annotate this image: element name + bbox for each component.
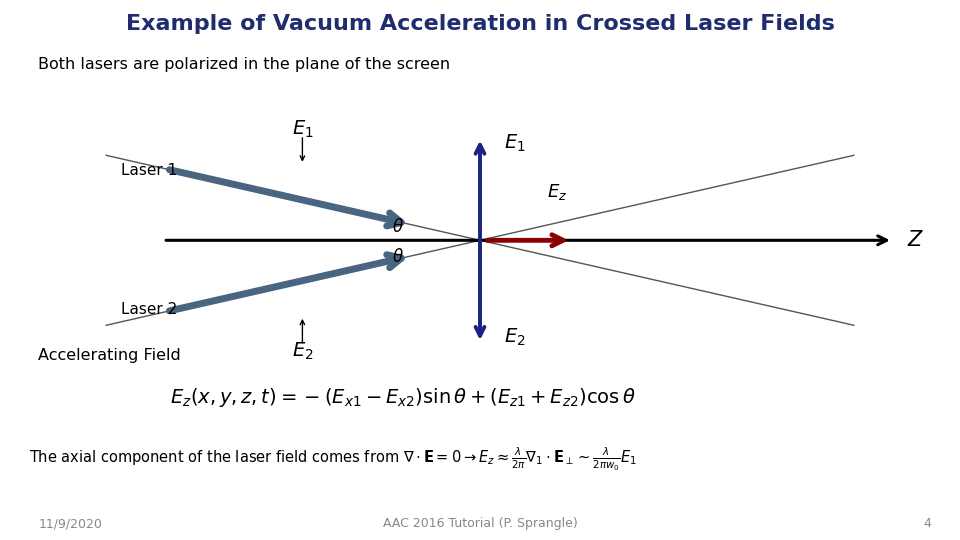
Text: 4: 4: [924, 517, 931, 530]
Text: Example of Vacuum Acceleration in Crossed Laser Fields: Example of Vacuum Acceleration in Crosse…: [126, 14, 834, 33]
Text: Laser 2: Laser 2: [121, 302, 177, 318]
Text: $E_z(x,y,z,t) = -(E_{x1} - E_{x2})\sin\theta + (E_{z1} + E_{z2})\cos\theta$: $E_z(x,y,z,t) = -(E_{x1} - E_{x2})\sin\t…: [170, 386, 636, 409]
Text: AAC 2016 Tutorial (P. Sprangle): AAC 2016 Tutorial (P. Sprangle): [383, 517, 577, 530]
Text: Laser 1: Laser 1: [121, 163, 177, 178]
Text: $Z$: $Z$: [907, 230, 924, 251]
Text: $\theta$: $\theta$: [393, 218, 404, 236]
Text: $\theta$: $\theta$: [393, 247, 404, 266]
Text: The axial component of the laser field comes from $\nabla \cdot \mathbf{E} = 0 \: The axial component of the laser field c…: [29, 446, 637, 472]
Text: 11/9/2020: 11/9/2020: [38, 517, 103, 530]
Text: $E_2$: $E_2$: [504, 327, 525, 348]
Text: $E_z$: $E_z$: [547, 181, 567, 202]
Text: Accelerating Field: Accelerating Field: [38, 348, 181, 363]
Text: $E_1$: $E_1$: [292, 119, 313, 140]
Text: $E_1$: $E_1$: [504, 132, 526, 154]
Text: Both lasers are polarized in the plane of the screen: Both lasers are polarized in the plane o…: [38, 57, 450, 72]
Text: $E_2$: $E_2$: [292, 340, 313, 362]
